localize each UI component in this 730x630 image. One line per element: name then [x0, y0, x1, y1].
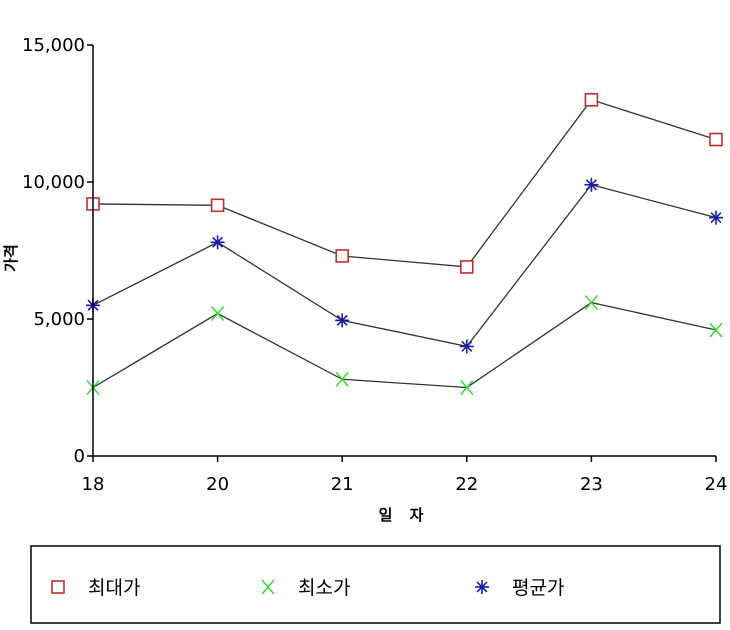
marker-stroke [476, 581, 488, 593]
x-tick-label: 18 [82, 474, 105, 495]
data-point [210, 198, 225, 213]
legend-label: 최대가 [88, 577, 140, 599]
series-line [92, 99, 717, 268]
series-1 [86, 93, 723, 274]
legend-marker [51, 580, 65, 594]
marker-stroke [212, 236, 224, 248]
series-line [92, 301, 717, 389]
data-point [335, 249, 350, 263]
y-tick-label: 10,000 [22, 172, 85, 193]
series-2 [86, 295, 723, 395]
y-axis-title: 가격 [2, 244, 20, 272]
x-tick-label: 22 [455, 474, 478, 495]
data-point [709, 322, 723, 338]
legend-label: 최소가 [298, 577, 350, 599]
marker-stroke [709, 322, 723, 338]
x-axis-title: 일 자 [379, 506, 430, 524]
data-point [584, 93, 599, 107]
data-point [584, 177, 599, 192]
legend-entry: 평균가 [475, 577, 564, 599]
legend-marker [261, 579, 275, 595]
marker-stroke [261, 579, 275, 595]
data-point [210, 235, 225, 250]
series-3 [86, 177, 723, 354]
marker-stroke [461, 340, 473, 352]
plot-area [86, 93, 723, 395]
legend: 최대가 최소가 평균가 [30, 545, 721, 624]
data-point [460, 380, 474, 395]
data-point [211, 306, 225, 322]
marker-stroke [460, 380, 474, 395]
x-axis: 18 20 21 22 23 24 [82, 455, 728, 495]
legend-entry: 최소가 [261, 577, 350, 599]
y-tick-label: 5,000 [33, 309, 85, 330]
legend-frame [30, 545, 721, 624]
marker-stroke [585, 179, 597, 191]
data-point [459, 260, 474, 274]
x-tick-label: 24 [705, 474, 728, 495]
marker-stroke [710, 212, 722, 224]
legend-marker [475, 580, 489, 594]
data-point [459, 339, 474, 354]
data-point [709, 210, 723, 225]
data-point [335, 371, 349, 387]
data-point [335, 313, 350, 328]
y-tick-label: 15,000 [22, 35, 85, 56]
y-axis: 0 5,000 10,000 15,000 [22, 35, 94, 467]
legend-label: 평균가 [512, 577, 564, 599]
data-point [584, 295, 598, 311]
marker-stroke [584, 295, 598, 311]
y-tick-label: 0 [74, 446, 85, 467]
legend-entry: 최대가 [51, 577, 140, 599]
marker-stroke [335, 371, 349, 387]
marker-stroke [336, 314, 348, 326]
x-tick-label: 20 [206, 474, 229, 495]
series-line [92, 184, 717, 348]
x-tick-label: 23 [580, 474, 603, 495]
x-tick-label: 21 [331, 474, 354, 495]
data-point [709, 132, 723, 147]
marker-stroke [211, 306, 225, 322]
